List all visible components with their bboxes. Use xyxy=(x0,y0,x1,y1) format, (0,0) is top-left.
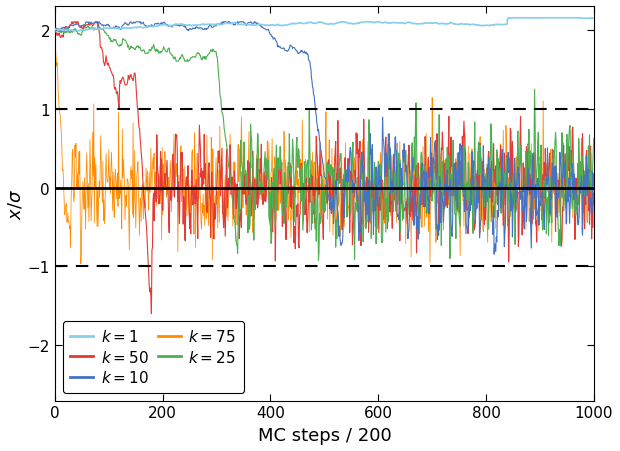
$k = 10$ xyxy=(92,20,100,25)
$k = 1$ xyxy=(85,28,92,33)
$k = 75$ xyxy=(51,28,59,33)
$k = 50$ xyxy=(590,202,598,208)
$k = 75$ xyxy=(492,182,499,188)
X-axis label: MC steps / 200: MC steps / 200 xyxy=(257,426,391,444)
$k = 1$ xyxy=(71,29,79,35)
Line: $k = 25$: $k = 25$ xyxy=(55,27,594,261)
$k = 75$ xyxy=(590,192,598,197)
$k = 10$ xyxy=(565,176,572,181)
$k = 1$ xyxy=(507,16,515,22)
$k = 75$ xyxy=(77,262,84,267)
$k = 10$ xyxy=(84,21,92,26)
$k = 25$ xyxy=(492,201,500,207)
$k = 25$ xyxy=(315,258,322,263)
$k = 25$ xyxy=(161,48,169,54)
$k = 50$ xyxy=(472,180,479,186)
$k = 75$ xyxy=(528,221,536,226)
$k = 25$ xyxy=(472,205,479,211)
$k = 10$ xyxy=(492,249,500,254)
$k = 50$ xyxy=(85,23,92,28)
$k = 1$ xyxy=(472,23,479,28)
$k = 25$ xyxy=(51,28,59,33)
$k = 25$ xyxy=(590,136,598,142)
$k = 1$ xyxy=(529,16,536,22)
$k = 1$ xyxy=(565,16,572,22)
Line: $k = 50$: $k = 50$ xyxy=(55,23,594,314)
$k = 75$ xyxy=(472,225,479,230)
$k = 10$ xyxy=(51,28,59,33)
$k = 50$ xyxy=(148,311,155,317)
$k = 75$ xyxy=(85,181,92,187)
$k = 50$ xyxy=(68,20,76,25)
$k = 50$ xyxy=(492,164,500,169)
$k = 1$ xyxy=(590,17,598,22)
Line: $k = 75$: $k = 75$ xyxy=(55,31,594,264)
Y-axis label: $x/\sigma$: $x/\sigma$ xyxy=(7,189,25,219)
$k = 1$ xyxy=(51,28,59,33)
$k = 10$ xyxy=(490,252,498,257)
$k = 50$ xyxy=(529,176,536,182)
$k = 50$ xyxy=(162,186,169,192)
$k = 1$ xyxy=(492,23,499,28)
$k = 25$ xyxy=(85,24,92,30)
$k = 25$ xyxy=(529,152,536,157)
$k = 75$ xyxy=(564,162,572,168)
$k = 50$ xyxy=(565,168,572,174)
$k = 75$ xyxy=(161,149,169,155)
$k = 10$ xyxy=(161,21,169,27)
$k = 1$ xyxy=(161,23,169,28)
Legend: $k = 1$, $k = 50$, $k = 10$, $k = 75$, $k = 25$: $k = 1$, $k = 50$, $k = 10$, $k = 75$, $… xyxy=(63,321,244,393)
$k = 10$ xyxy=(529,186,536,192)
$k = 10$ xyxy=(590,172,598,177)
$k = 50$ xyxy=(51,28,59,33)
$k = 10$ xyxy=(472,221,479,226)
Line: $k = 10$: $k = 10$ xyxy=(55,23,594,254)
$k = 25$ xyxy=(84,24,92,29)
$k = 25$ xyxy=(565,145,572,150)
Line: $k = 1$: $k = 1$ xyxy=(55,19,594,32)
